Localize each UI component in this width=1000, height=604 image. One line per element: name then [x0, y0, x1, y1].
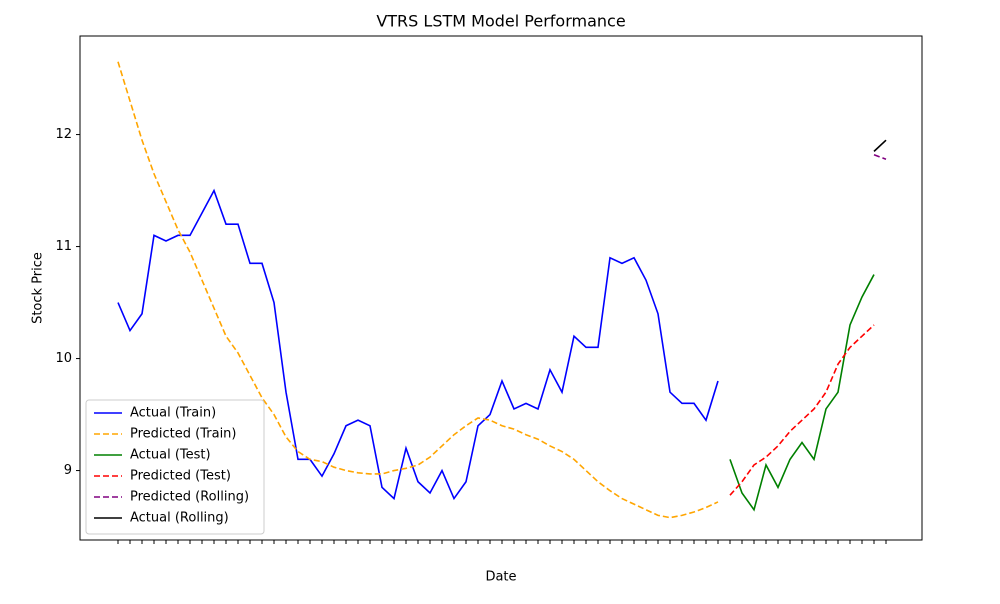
y-axis-label: Stock Price [31, 252, 46, 324]
legend-box [85, 399, 265, 535]
legend: Actual (Train) Predicted (Train) Actual (T… [85, 399, 265, 535]
series-line [873, 153, 887, 160]
y-tick-label: 10 [55, 351, 72, 366]
y-tick-label: 12 [55, 127, 72, 142]
series-line [873, 139, 887, 152]
y-tick-label: 11 [55, 239, 72, 254]
series-line [117, 61, 719, 519]
series-line [729, 274, 875, 512]
legend-label: Actual (Rolling) [130, 511, 229, 526]
legend-label: Predicted (Test) [130, 469, 231, 484]
series-line [117, 188, 719, 501]
x-axis-label: Date [485, 570, 516, 585]
legend-label: Predicted (Train) [130, 427, 237, 442]
chart-title: VTRS LSTM Model Performance [376, 12, 625, 31]
legend-label: Actual (Train) [130, 406, 216, 421]
legend-label: Actual (Test) [130, 448, 211, 463]
series-line [729, 324, 875, 496]
y-tick-label: 9 [64, 463, 72, 478]
plot-frame [79, 35, 923, 541]
legend-label: Predicted (Rolling) [130, 490, 249, 505]
